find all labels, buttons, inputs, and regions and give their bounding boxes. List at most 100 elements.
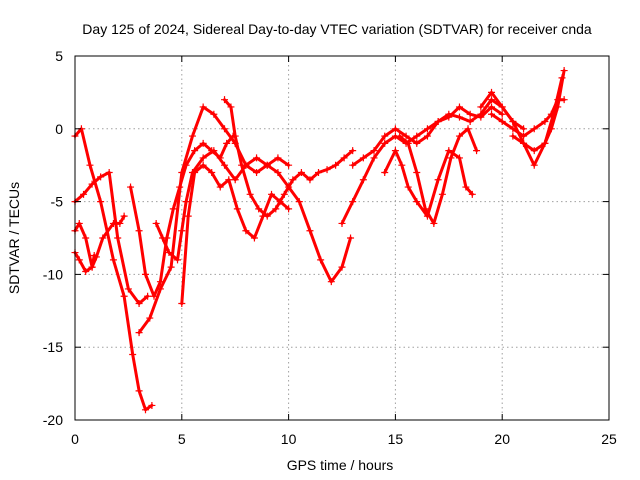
series-trace (351, 98, 526, 167)
data-point (340, 154, 348, 162)
data-point (547, 110, 555, 118)
series-pass-13 (396, 125, 481, 227)
data-point (88, 263, 96, 271)
data-point (250, 234, 258, 242)
data-point (404, 139, 412, 147)
data-point (274, 168, 282, 176)
data-point (127, 183, 135, 191)
data-point (434, 176, 442, 184)
data-point (231, 176, 239, 184)
data-point (221, 96, 229, 104)
data-point (349, 147, 357, 155)
data-point (338, 263, 346, 271)
data-point (225, 176, 233, 184)
data-point (221, 161, 229, 169)
data-point (199, 103, 207, 111)
data-point (464, 125, 472, 133)
data-point (530, 125, 538, 133)
data-point (191, 168, 199, 176)
data-point (391, 147, 399, 155)
data-point (554, 103, 562, 111)
chart-title: Day 125 of 2024, Sidereal Day-to-day VTE… (82, 21, 592, 37)
data-point (97, 173, 105, 181)
series-trace (154, 149, 352, 284)
data-point (148, 401, 156, 409)
data-point (156, 285, 164, 293)
data-point (462, 183, 470, 191)
data-point (349, 161, 357, 169)
data-point (167, 263, 175, 271)
data-point (253, 168, 261, 176)
data-point (370, 147, 378, 155)
series-pass-11 (349, 96, 528, 169)
x-tick-label: 10 (281, 431, 297, 447)
series-pass-9 (221, 96, 357, 220)
data-point (381, 139, 389, 147)
data-point (530, 161, 538, 169)
data-point (263, 212, 271, 220)
data-point (520, 125, 528, 133)
data-point (547, 125, 555, 133)
data-point (199, 154, 207, 162)
x-axis-ticks: 0 5 10 15 20 25 (71, 56, 617, 447)
data-point (317, 256, 325, 264)
data-point (295, 198, 303, 206)
data-point (560, 96, 568, 104)
y-axis-label: SDTVAR / TECUs (6, 182, 22, 294)
data-point (391, 125, 399, 133)
data-point (455, 154, 463, 162)
data-point (498, 103, 506, 111)
data-point (530, 147, 538, 155)
grid-lines (75, 56, 609, 420)
data-point (233, 205, 241, 213)
data-point (144, 292, 152, 300)
data-point (413, 139, 421, 147)
x-tick-label: 25 (601, 431, 617, 447)
data-point (238, 161, 246, 169)
data-point (488, 96, 496, 104)
data-point (255, 205, 263, 213)
data-point (423, 125, 431, 133)
data-point (227, 103, 235, 111)
series-trace (340, 105, 504, 225)
series-trace (398, 127, 479, 225)
data-point (477, 110, 485, 118)
data-point (210, 110, 218, 118)
data-point (455, 103, 463, 111)
data-point (466, 110, 474, 118)
data-point (86, 161, 94, 169)
y-axis-ticks: 5 0 -5 -10 -15 -20 (43, 48, 609, 428)
x-axis-label: GPS time / hours (287, 457, 394, 473)
data-point (208, 168, 216, 176)
data-point (413, 132, 421, 140)
data-point (141, 270, 149, 278)
data-point (421, 205, 429, 213)
data-point (468, 190, 476, 198)
data-point (116, 219, 124, 227)
data-point (509, 125, 517, 133)
series-pass-15 (488, 96, 568, 140)
plot-frame (74, 55, 610, 421)
y-tick-label: -5 (51, 194, 64, 210)
data-point (280, 190, 288, 198)
data-point (191, 147, 199, 155)
data-point (82, 234, 90, 242)
data-point (509, 118, 517, 126)
data-point (323, 166, 331, 174)
data-point (402, 132, 410, 140)
data-point (430, 219, 438, 227)
data-point (178, 300, 186, 308)
data-point (359, 154, 367, 162)
data-point (297, 168, 305, 176)
data-point (109, 219, 117, 227)
data-point (488, 103, 496, 111)
data-point (560, 67, 568, 75)
data-point (306, 227, 314, 235)
data-point (488, 110, 496, 118)
data-point (152, 219, 160, 227)
data-point (541, 118, 549, 126)
data-point (135, 300, 143, 308)
data-point (88, 180, 96, 188)
data-point (349, 198, 357, 206)
data-point (520, 139, 528, 147)
